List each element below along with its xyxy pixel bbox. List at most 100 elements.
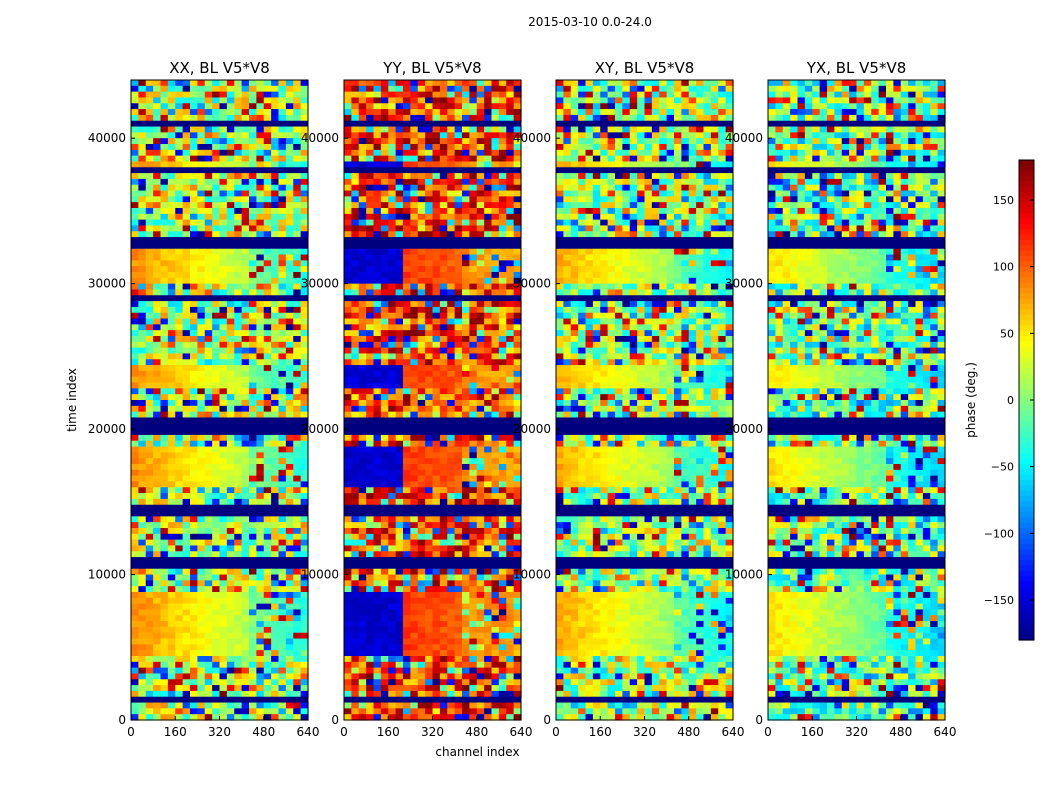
heatmap-cell bbox=[234, 225, 243, 232]
heatmap-cell bbox=[212, 283, 221, 291]
heatmap-cell bbox=[462, 330, 470, 337]
heatmap-cell bbox=[160, 603, 169, 611]
heatmap-cell bbox=[395, 144, 404, 151]
heatmap-cell bbox=[462, 469, 470, 477]
heatmap-cell bbox=[219, 458, 228, 465]
heatmap-cell bbox=[344, 673, 352, 680]
heatmap-cell bbox=[153, 667, 162, 675]
heatmap-cell bbox=[145, 126, 154, 133]
heatmap-cell bbox=[226, 469, 235, 477]
heatmap-cell bbox=[462, 312, 470, 320]
heatmap-cell bbox=[285, 144, 294, 151]
heatmap-cell bbox=[212, 353, 221, 360]
heatmap-cell bbox=[570, 103, 579, 110]
heatmap-cell bbox=[271, 260, 280, 267]
heatmap-cell bbox=[417, 458, 426, 465]
heatmap-cell bbox=[278, 132, 287, 139]
heatmap-cell bbox=[462, 597, 470, 605]
heatmap-cell bbox=[491, 609, 500, 616]
heatmap-cell bbox=[145, 661, 154, 669]
heatmap-cell bbox=[278, 260, 287, 267]
heatmap-cell bbox=[703, 91, 712, 99]
heatmap-cell bbox=[447, 533, 456, 541]
heatmap-cell bbox=[197, 213, 206, 221]
heatmap-cell bbox=[226, 266, 235, 273]
heatmap-cell bbox=[160, 411, 169, 419]
heatmap-cell bbox=[491, 714, 500, 721]
heatmap-cell bbox=[644, 138, 653, 145]
heatmap-cell bbox=[476, 592, 485, 599]
heatmap-cell bbox=[506, 533, 515, 541]
heatmap-cell bbox=[167, 469, 176, 477]
heatmap-cell bbox=[425, 202, 434, 209]
heatmap-cell bbox=[659, 138, 668, 145]
heatmap-cell bbox=[204, 498, 213, 506]
heatmap-cell bbox=[373, 173, 382, 180]
heatmap-cell bbox=[491, 644, 500, 651]
heatmap-cell bbox=[462, 388, 470, 395]
heatmap-cell bbox=[263, 574, 272, 581]
heatmap-cell bbox=[476, 318, 485, 325]
heatmap-cell bbox=[563, 126, 572, 133]
heatmap-cell bbox=[241, 667, 250, 675]
heatmap-cell bbox=[373, 196, 382, 203]
heatmap-cell bbox=[197, 626, 206, 634]
heatmap-cell bbox=[358, 370, 367, 378]
heatmap-cell bbox=[425, 516, 434, 523]
heatmap-cell bbox=[182, 178, 191, 186]
heatmap-cell bbox=[145, 103, 154, 110]
heatmap-cell bbox=[204, 330, 213, 337]
heatmap-cell bbox=[219, 312, 228, 320]
heatmap-cell bbox=[373, 685, 382, 692]
heatmap-cell bbox=[351, 289, 360, 296]
heatmap-cell bbox=[131, 446, 139, 453]
heatmap-cell bbox=[182, 597, 191, 605]
heatmap-cell bbox=[498, 615, 507, 622]
heatmap-cell bbox=[484, 661, 493, 669]
heatmap-cell bbox=[417, 632, 426, 640]
heatmap-cell bbox=[358, 144, 367, 151]
heatmap-cell bbox=[344, 417, 521, 424]
heatmap-cell bbox=[167, 336, 176, 343]
heatmap-cell bbox=[212, 109, 221, 116]
heatmap-cell bbox=[234, 411, 243, 419]
heatmap-cell bbox=[138, 440, 147, 448]
heatmap-cell bbox=[506, 516, 515, 523]
heatmap-cell bbox=[212, 91, 221, 99]
heatmap-cell bbox=[234, 155, 243, 163]
heatmap-cell bbox=[425, 376, 434, 384]
heatmap-cell bbox=[622, 97, 631, 104]
heatmap-cell bbox=[300, 365, 309, 372]
heatmap-cell bbox=[410, 394, 419, 401]
heatmap-cell bbox=[256, 85, 265, 93]
heatmap-cell bbox=[197, 545, 206, 552]
heatmap-cell bbox=[462, 516, 470, 523]
heatmap-cell bbox=[226, 365, 235, 372]
heatmap-cell bbox=[380, 382, 389, 389]
heatmap-cell bbox=[637, 109, 646, 116]
heatmap-cell bbox=[138, 568, 147, 576]
heatmap-cell bbox=[256, 469, 265, 477]
heatmap-cell bbox=[182, 248, 191, 256]
heatmap-cell bbox=[380, 603, 389, 611]
heatmap-cell bbox=[167, 370, 176, 378]
heatmap-cell bbox=[212, 586, 221, 593]
heatmap-cell bbox=[696, 109, 705, 116]
heatmap-cell bbox=[263, 283, 272, 291]
heatmap-cell bbox=[425, 283, 434, 291]
heatmap-cell bbox=[373, 336, 382, 343]
heatmap-cell bbox=[219, 394, 228, 401]
heatmap-cell bbox=[226, 138, 235, 145]
heatmap-cell bbox=[462, 248, 470, 256]
heatmap-cell bbox=[153, 626, 162, 634]
heatmap-cell bbox=[498, 376, 507, 384]
heatmap-cell bbox=[263, 359, 272, 366]
heatmap-cell bbox=[373, 283, 382, 291]
heatmap-cell bbox=[271, 277, 280, 285]
heatmap-cell bbox=[506, 388, 515, 395]
heatmap-cell bbox=[160, 85, 169, 93]
heatmap-cell bbox=[454, 644, 463, 651]
heatmap-cell bbox=[506, 109, 515, 116]
heatmap-cell bbox=[175, 365, 184, 372]
heatmap-cell bbox=[506, 592, 515, 599]
